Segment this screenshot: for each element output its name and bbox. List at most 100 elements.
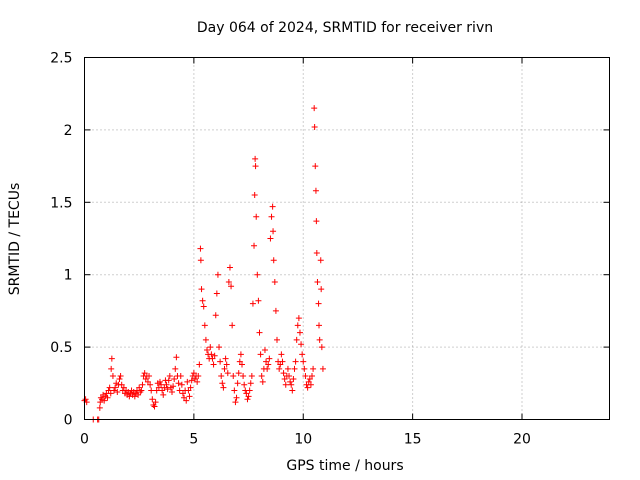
data-point (271, 278, 278, 285)
data-point (216, 344, 223, 351)
chart-title: Day 064 of 2024, SRMTID for receiver riv… (197, 20, 493, 36)
data-point (296, 329, 303, 336)
data-point (261, 346, 268, 353)
data-point (247, 380, 254, 387)
data-point (258, 373, 265, 380)
data-point (229, 322, 236, 329)
x-tick-label: 15 (404, 432, 422, 448)
data-point (199, 297, 206, 304)
data-point (109, 373, 116, 380)
data-point (318, 344, 325, 351)
data-point (313, 249, 320, 256)
data-point (158, 381, 165, 388)
y-tick-label: 1.5 (50, 195, 72, 211)
y-axis: 0 0.5 1 1.5 2 2.5 (50, 51, 610, 429)
data-point (270, 228, 277, 235)
data-point (235, 370, 242, 377)
data-point (184, 378, 191, 385)
data-point (201, 322, 208, 329)
data-point (156, 378, 163, 385)
data-point (284, 365, 291, 372)
data-point (312, 187, 319, 194)
x-tick-label: 20 (513, 432, 531, 448)
data-point (218, 373, 225, 380)
data-point (314, 278, 321, 285)
data-point (264, 365, 271, 372)
data-point (210, 361, 217, 368)
data-point (96, 404, 103, 411)
data-point (169, 388, 175, 395)
data-point (315, 300, 322, 307)
data-point (248, 373, 255, 380)
data-point (111, 387, 118, 394)
data-point (108, 365, 115, 372)
data-point (213, 290, 220, 297)
data-point (202, 336, 209, 343)
data-point (198, 286, 205, 293)
data-point (146, 373, 153, 380)
data-point (195, 373, 202, 380)
data-point (149, 396, 156, 403)
data-point (234, 380, 241, 387)
data-point (220, 384, 227, 391)
data-point (313, 218, 320, 225)
data-point (282, 381, 289, 388)
data-point (164, 386, 171, 393)
data-point (319, 365, 326, 372)
data-point (230, 373, 237, 380)
data-point (237, 351, 244, 358)
data-point (301, 365, 308, 372)
data-point (249, 300, 256, 307)
data-point (226, 264, 233, 271)
data-point (160, 391, 167, 398)
data-point (239, 361, 245, 368)
data-point (104, 394, 111, 401)
data-point (175, 380, 182, 387)
data-point (152, 399, 159, 406)
data-point (183, 397, 190, 404)
data-point (224, 370, 231, 377)
data-point (289, 387, 296, 394)
data-point (171, 375, 178, 382)
data-point (274, 336, 280, 343)
data-point (312, 163, 319, 170)
data-point (246, 387, 253, 394)
data-point (177, 373, 184, 380)
data-point (318, 286, 325, 293)
data-point (278, 351, 285, 358)
data-point (276, 365, 283, 372)
data-point (311, 124, 318, 131)
data-point (240, 373, 247, 380)
data-point (106, 384, 113, 391)
data-point (172, 365, 179, 372)
data-point (137, 388, 144, 395)
data-point (256, 329, 263, 336)
data-point (219, 380, 226, 387)
data-point (204, 346, 210, 353)
data-point (186, 393, 193, 400)
data-point (170, 383, 177, 390)
data-point (138, 387, 145, 394)
data-point (126, 393, 133, 400)
data-point (173, 354, 180, 361)
data-point (252, 155, 259, 162)
data-point (257, 351, 264, 358)
data-point (151, 403, 158, 410)
data-point (307, 381, 314, 388)
data-point (244, 396, 251, 403)
data-point (265, 361, 272, 368)
data-point (176, 387, 183, 394)
data-point (139, 381, 146, 388)
data-point (267, 235, 274, 242)
data-point (214, 271, 221, 278)
x-tick-label: 0 (80, 432, 89, 448)
data-point (108, 355, 115, 362)
x-tick-label: 5 (189, 432, 198, 448)
data-point (82, 396, 89, 403)
data-point (251, 192, 258, 199)
data-point (223, 361, 230, 368)
data-point (197, 257, 204, 264)
data-point (311, 105, 318, 112)
data-point (245, 393, 252, 400)
